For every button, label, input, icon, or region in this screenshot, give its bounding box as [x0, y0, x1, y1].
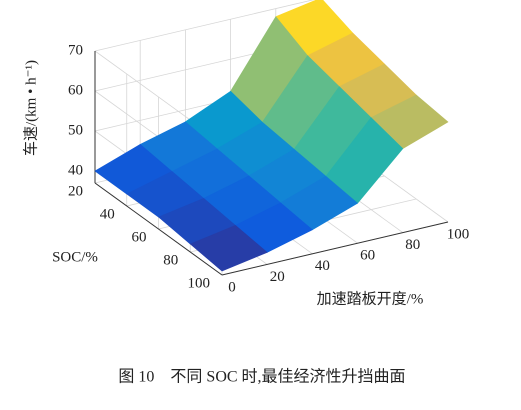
y-tick-label: 100 — [188, 275, 211, 291]
surface-patch — [189, 225, 268, 272]
axis-line — [94, 182, 223, 276]
x-tick-label: 20 — [270, 269, 285, 285]
x-tick-label: 100 — [447, 226, 470, 242]
z-axis-label: 车速/(km • h⁻¹) — [22, 60, 39, 156]
x-axis-label: 加速踏板开度/% — [317, 289, 424, 307]
z-tick-label: 50 — [68, 122, 83, 138]
axis-line — [221, 221, 449, 276]
y-tick-label: 60 — [132, 229, 147, 245]
y-tick-label: 80 — [163, 252, 178, 268]
grid-line — [94, 0, 315, 52]
x-tick-label: 80 — [405, 237, 420, 253]
z-tick-label: 40 — [68, 162, 83, 178]
x-tick-label: 0 — [228, 279, 236, 295]
z-tick-label: 70 — [68, 42, 83, 58]
y-tick-label: 20 — [68, 183, 83, 199]
y-axis-label: SOC/% — [52, 249, 98, 265]
x-tick-label: 60 — [360, 248, 375, 264]
caption: 图 10 不同 SOC 时,最佳经济性升挡曲面 — [118, 368, 405, 386]
z-tick-label: 60 — [68, 82, 83, 98]
x-tick-label: 40 — [315, 258, 330, 274]
y-tick-label: 40 — [100, 206, 115, 222]
